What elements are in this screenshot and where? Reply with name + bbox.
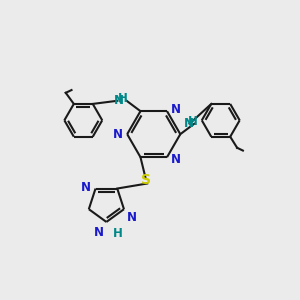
Text: S: S (141, 173, 151, 187)
Text: N: N (94, 226, 104, 239)
Text: N: N (81, 181, 92, 194)
Text: H: H (113, 226, 123, 240)
Text: N: N (183, 117, 194, 130)
Text: N: N (113, 94, 124, 107)
Text: H: H (118, 92, 128, 105)
Text: H: H (188, 115, 198, 128)
Text: N: N (113, 128, 123, 141)
Text: N: N (171, 103, 181, 116)
Text: N: N (127, 212, 137, 224)
Text: N: N (171, 152, 181, 166)
